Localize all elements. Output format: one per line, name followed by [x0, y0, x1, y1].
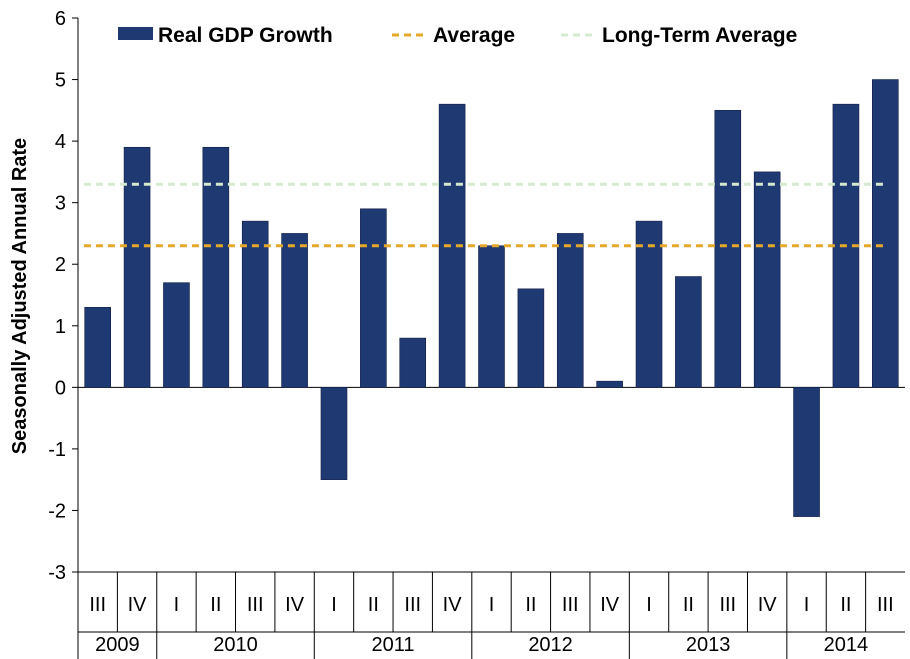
y-tick-label: -3 [48, 562, 66, 584]
year-label: 2013 [686, 634, 731, 656]
x-tick-label: III [247, 594, 264, 616]
year-label: 2010 [213, 634, 258, 656]
y-tick-label: 1 [55, 316, 66, 338]
bars [84, 79, 899, 517]
y-tick-label: 2 [55, 254, 66, 276]
y-tick-label: 5 [55, 70, 66, 92]
bar [360, 208, 387, 388]
y-axis: -3 -2 -1 0 1 2 3 4 5 6 [48, 8, 78, 584]
x-tick-label: II [525, 594, 536, 616]
x-axis: III IV I II III IV I II III IV I II III IV I II III IV I II… [77, 571, 905, 659]
x-tick-label: III [404, 594, 421, 616]
year-label: 2011 [372, 634, 415, 656]
x-tick-label: III [719, 594, 736, 616]
x-tick-label: IV [600, 594, 620, 616]
y-tick-label: -2 [48, 500, 66, 522]
x-tick-label: II [840, 594, 851, 616]
year-label: 2009 [95, 634, 140, 656]
x-tick-label: IV [758, 594, 778, 616]
legend-label-average: Average [433, 24, 515, 47]
year-label: 2012 [528, 634, 573, 656]
x-tick-label: I [804, 594, 810, 616]
y-tick-label: -1 [48, 439, 66, 461]
bar [281, 233, 308, 388]
x-tick-label: I [489, 594, 495, 616]
x-tick-label: I [646, 594, 652, 616]
bar [399, 337, 427, 388]
x-tick-label: II [368, 594, 379, 616]
y-tick-label: 6 [55, 8, 66, 30]
bar [84, 307, 111, 388]
legend-swatch-real-gdp-growth [118, 27, 153, 40]
bar [202, 146, 230, 388]
bar [478, 245, 505, 388]
bar [163, 282, 190, 388]
reference-lines [83, 182, 886, 248]
x-tick-label: III [877, 594, 894, 616]
legend: Real GDP Growth Average Long-Term Averag… [118, 24, 797, 47]
bar [635, 220, 663, 388]
bar [556, 233, 584, 388]
y-axis-label: Seasonally Adjusted Annual Rate [9, 138, 31, 454]
bar [123, 146, 151, 388]
bar [241, 220, 269, 388]
x-tick-label: III [89, 594, 106, 616]
year-label: 2014 [824, 634, 869, 656]
bar [753, 171, 781, 388]
x-tick-label: II [683, 594, 694, 616]
bar [675, 276, 702, 388]
y-tick-label: 4 [55, 131, 66, 153]
y-tick-label: 3 [55, 193, 66, 215]
y-tick-label: 0 [55, 377, 66, 399]
x-tick-label: IV [443, 594, 463, 616]
x-tick-label: IV [128, 594, 148, 616]
x-tick-label: I [174, 594, 180, 616]
x-tick-label: II [210, 594, 221, 616]
bar [596, 380, 623, 388]
bar [517, 288, 545, 388]
bar [714, 110, 742, 388]
bar [320, 387, 348, 480]
legend-label-real-gdp-growth: Real GDP Growth [158, 24, 333, 47]
x-tick-label: III [562, 594, 579, 616]
legend-label-long-term-average: Long-Term Average [602, 24, 797, 47]
bar [872, 79, 899, 388]
x-tick-label: IV [285, 594, 305, 616]
x-tick-label: I [331, 594, 337, 616]
bar [793, 387, 820, 517]
